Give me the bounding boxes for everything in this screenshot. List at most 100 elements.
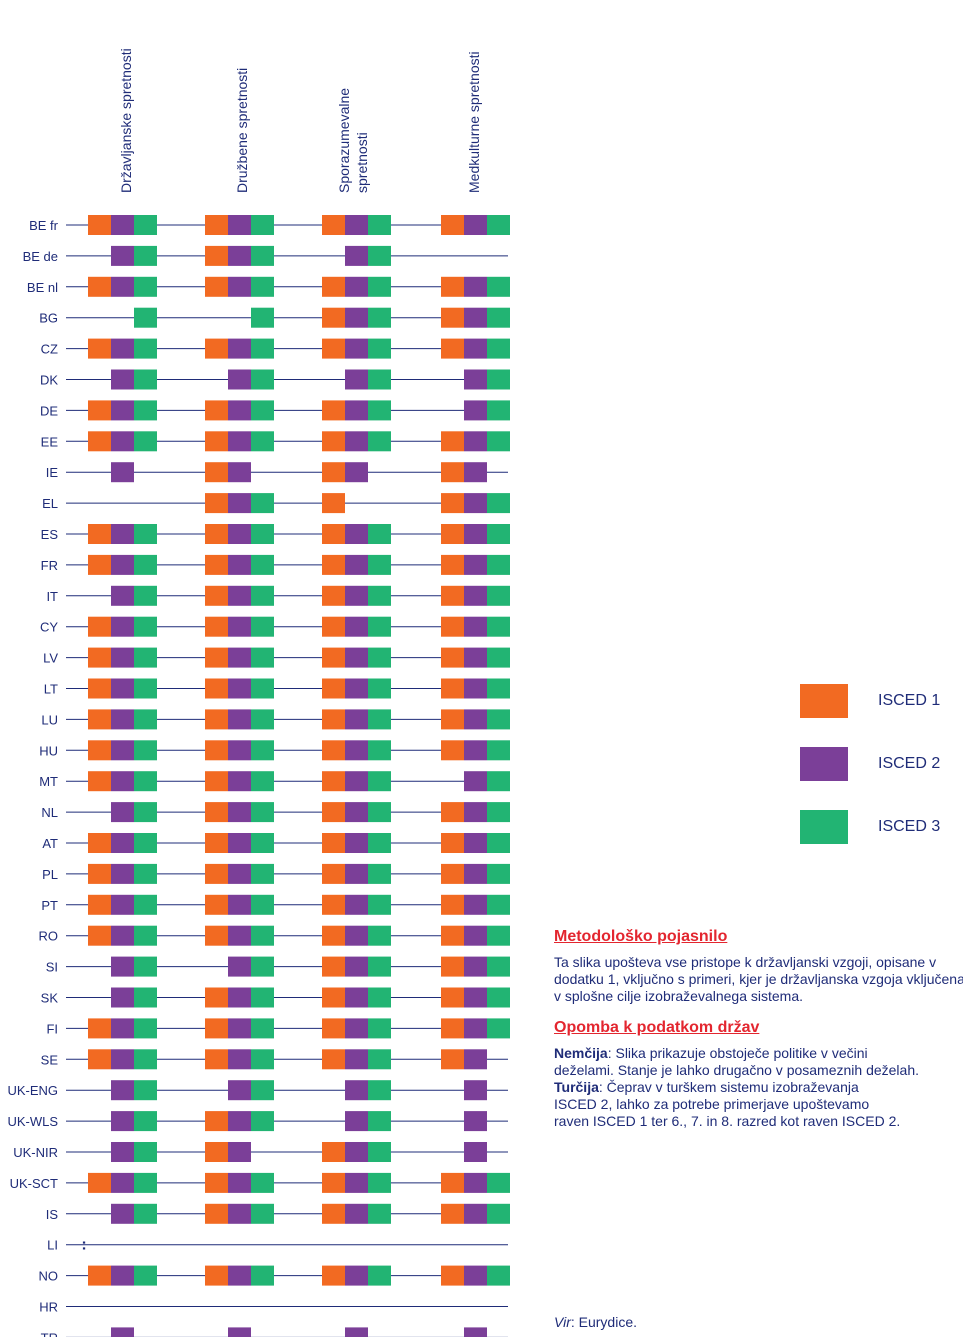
cell-at-citizenship-isced3 (134, 833, 157, 853)
cell-pt-communication-isced3 (368, 894, 391, 915)
cell-be-fr-citizenship-isced2 (111, 215, 134, 235)
cell-be-fr-citizenship-isced1 (88, 215, 111, 235)
cell-ro-citizenship-isced2 (111, 925, 134, 946)
country-label: DK (40, 373, 58, 388)
cell-ee-communication-isced2 (345, 431, 368, 452)
cell-ro-intercultural-isced3 (487, 925, 510, 946)
cell-sk-communication-isced2 (345, 987, 368, 1008)
cell-uk-eng-communication-isced2 (345, 1080, 368, 1101)
cell-dk-communication-isced3 (368, 369, 391, 390)
cell-de-communication-isced1 (322, 400, 345, 421)
column-header-citizenship: Državljanske spretnosti (118, 48, 134, 193)
cell-es-communication-isced3 (368, 524, 391, 544)
country-label: NO (39, 1269, 59, 1284)
cell-mt-citizenship-isced1 (88, 771, 111, 792)
cell-ie-intercultural-isced1 (441, 462, 464, 483)
cell-si-communication-isced1 (322, 956, 345, 977)
country-label: DE (40, 403, 58, 418)
cell-sk-communication-isced1 (322, 987, 345, 1008)
cell-pt-intercultural-isced1 (441, 894, 464, 915)
cell-be-nl-intercultural-isced2 (464, 276, 487, 297)
cell-si-social-isced2 (228, 956, 251, 977)
cell-cy-social-isced3 (251, 616, 274, 637)
cell-uk-sct-citizenship-isced1 (88, 1172, 111, 1193)
cell-ro-communication-isced1 (322, 925, 345, 946)
cell-uk-sct-social-isced2 (228, 1172, 251, 1193)
cell-bg-citizenship-isced3 (134, 307, 157, 328)
cell-nl-social-isced3 (251, 802, 274, 823)
cell-mt-communication-isced3 (368, 771, 391, 792)
country-label: HR (39, 1300, 58, 1315)
cell-it-communication-isced3 (368, 585, 391, 606)
cell-fr-intercultural-isced2 (464, 554, 487, 575)
cell-hu-citizenship-isced2 (111, 740, 134, 761)
cell-no-citizenship-isced2 (111, 1265, 134, 1286)
cell-dk-social-isced2 (228, 369, 251, 390)
country-label: FI (46, 1021, 58, 1036)
column-header-communication: Sporazumevalne (336, 87, 352, 193)
cell-cz-intercultural-isced3 (487, 338, 510, 359)
cell-lt-citizenship-isced1 (88, 678, 111, 699)
cell-mt-communication-isced1 (322, 771, 345, 792)
cell-lu-communication-isced1 (322, 709, 345, 730)
methodology-line: v splošne cilje izobraževalnega sistema. (554, 988, 804, 1004)
row-be-nl: BE nl (27, 276, 510, 297)
cell-pl-intercultural-isced1 (441, 863, 464, 884)
cell-hu-intercultural-isced2 (464, 740, 487, 761)
cell-cy-social-isced1 (205, 616, 228, 637)
cell-it-citizenship-isced2 (111, 585, 134, 606)
cell-tr-communication-isced2 (345, 1327, 368, 1337)
cell-cy-intercultural-isced2 (464, 616, 487, 637)
country-label: SI (46, 960, 58, 975)
cell-se-citizenship-isced2 (111, 1049, 134, 1070)
row-it: IT (46, 585, 510, 606)
cell-fi-intercultural-isced2 (464, 1018, 487, 1039)
row-lu: LU (41, 709, 510, 730)
cell-fr-citizenship-isced2 (111, 554, 134, 575)
cell-dk-intercultural-isced3 (487, 369, 510, 390)
cell-it-communication-isced2 (345, 585, 368, 606)
country-note-line: Nemčija: Slika prikazuje obstoječe polit… (554, 1045, 868, 1061)
methodology-line: dodatku 1, vključno s primeri, kjer je d… (554, 971, 963, 987)
cell-pl-intercultural-isced2 (464, 863, 487, 884)
cell-no-communication-isced3 (368, 1265, 391, 1286)
cell-lu-citizenship-isced3 (134, 709, 157, 730)
cell-lu-intercultural-isced2 (464, 709, 487, 730)
cell-fi-social-isced1 (205, 1018, 228, 1039)
cell-bg-communication-isced3 (368, 307, 391, 328)
cell-se-social-isced1 (205, 1049, 228, 1070)
cell-se-intercultural-isced2 (464, 1049, 487, 1070)
cell-at-intercultural-isced1 (441, 833, 464, 853)
cell-be-nl-communication-isced1 (322, 276, 345, 297)
cell-fr-social-isced1 (205, 554, 228, 575)
cell-tr-social-isced2 (228, 1327, 251, 1337)
cell-cz-communication-isced3 (368, 338, 391, 359)
column-header-communication: spretnosti (354, 132, 370, 193)
cell-ee-communication-isced3 (368, 431, 391, 452)
cell-cy-citizenship-isced1 (88, 616, 111, 637)
cell-ie-social-isced1 (205, 462, 228, 483)
cell-mt-intercultural-isced2 (464, 771, 487, 792)
cell-it-citizenship-isced3 (134, 585, 157, 606)
country-label: LV (43, 651, 58, 666)
cell-uk-sct-communication-isced2 (345, 1172, 368, 1193)
cell-uk-eng-citizenship-isced2 (111, 1080, 134, 1101)
cell-ro-intercultural-isced2 (464, 925, 487, 946)
cell-is-social-isced3 (251, 1203, 274, 1224)
cell-dk-communication-isced2 (345, 369, 368, 390)
cell-cy-citizenship-isced2 (111, 616, 134, 637)
cell-be-de-communication-isced2 (345, 245, 368, 266)
cell-be-nl-citizenship-isced2 (111, 276, 134, 297)
row-sk: SK (41, 987, 510, 1008)
methodology-heading: Metodološko pojasnilo (554, 928, 728, 945)
cell-it-intercultural-isced3 (487, 585, 510, 606)
cell-uk-nir-citizenship-isced3 (134, 1142, 157, 1162)
cell-el-communication-isced1 (322, 493, 345, 514)
cell-is-communication-isced2 (345, 1203, 368, 1224)
cell-lv-social-isced2 (228, 647, 251, 668)
cell-it-communication-isced1 (322, 585, 345, 606)
row-is: IS (46, 1203, 510, 1224)
cell-fi-communication-isced3 (368, 1018, 391, 1039)
cell-bg-social-isced3 (251, 307, 274, 328)
cell-uk-sct-intercultural-isced2 (464, 1172, 487, 1193)
